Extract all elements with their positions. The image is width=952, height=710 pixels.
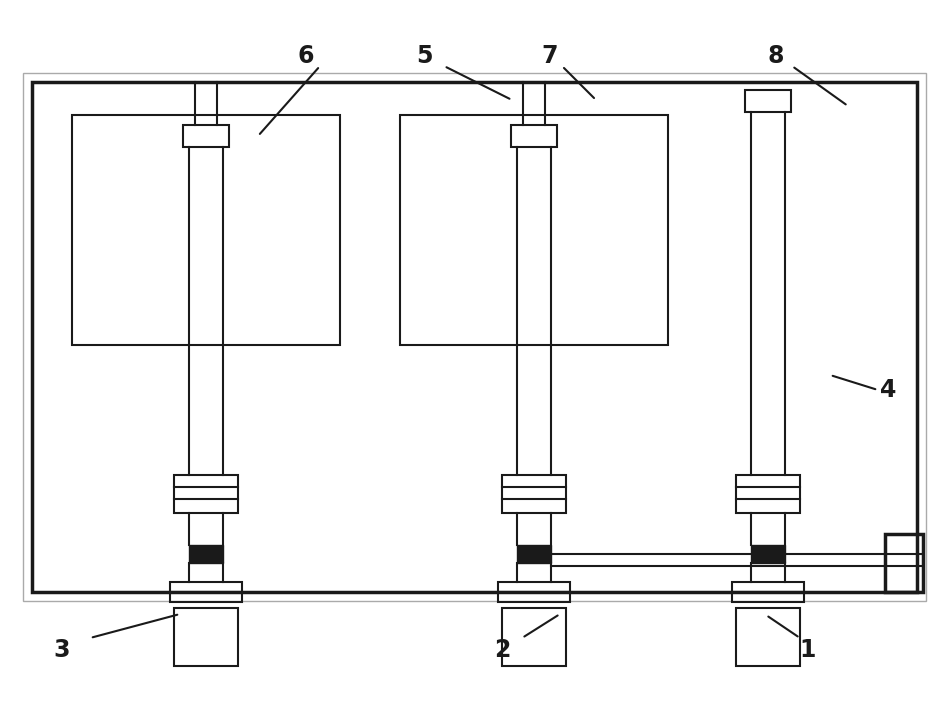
- Bar: [502, 608, 566, 666]
- Bar: [183, 125, 229, 147]
- Polygon shape: [189, 545, 223, 563]
- Polygon shape: [751, 545, 785, 563]
- Bar: [736, 475, 800, 513]
- Polygon shape: [517, 545, 551, 563]
- Bar: [502, 475, 566, 513]
- Bar: [170, 582, 242, 602]
- Bar: [498, 582, 570, 602]
- Bar: [32, 82, 917, 592]
- Bar: [174, 608, 238, 666]
- Bar: [72, 115, 340, 345]
- Bar: [400, 115, 668, 345]
- Bar: [23, 73, 926, 601]
- Bar: [745, 90, 791, 112]
- Bar: [732, 582, 804, 602]
- Bar: [736, 608, 800, 666]
- Text: 4: 4: [880, 378, 896, 402]
- Text: 6: 6: [298, 44, 314, 68]
- Text: 5: 5: [416, 44, 432, 68]
- Text: 2: 2: [494, 638, 510, 662]
- Text: 3: 3: [53, 638, 70, 662]
- Bar: [511, 125, 557, 147]
- Text: 1: 1: [800, 638, 816, 662]
- Bar: [174, 475, 238, 513]
- Bar: [885, 534, 923, 592]
- Text: 8: 8: [767, 44, 784, 68]
- Text: 7: 7: [542, 44, 558, 68]
